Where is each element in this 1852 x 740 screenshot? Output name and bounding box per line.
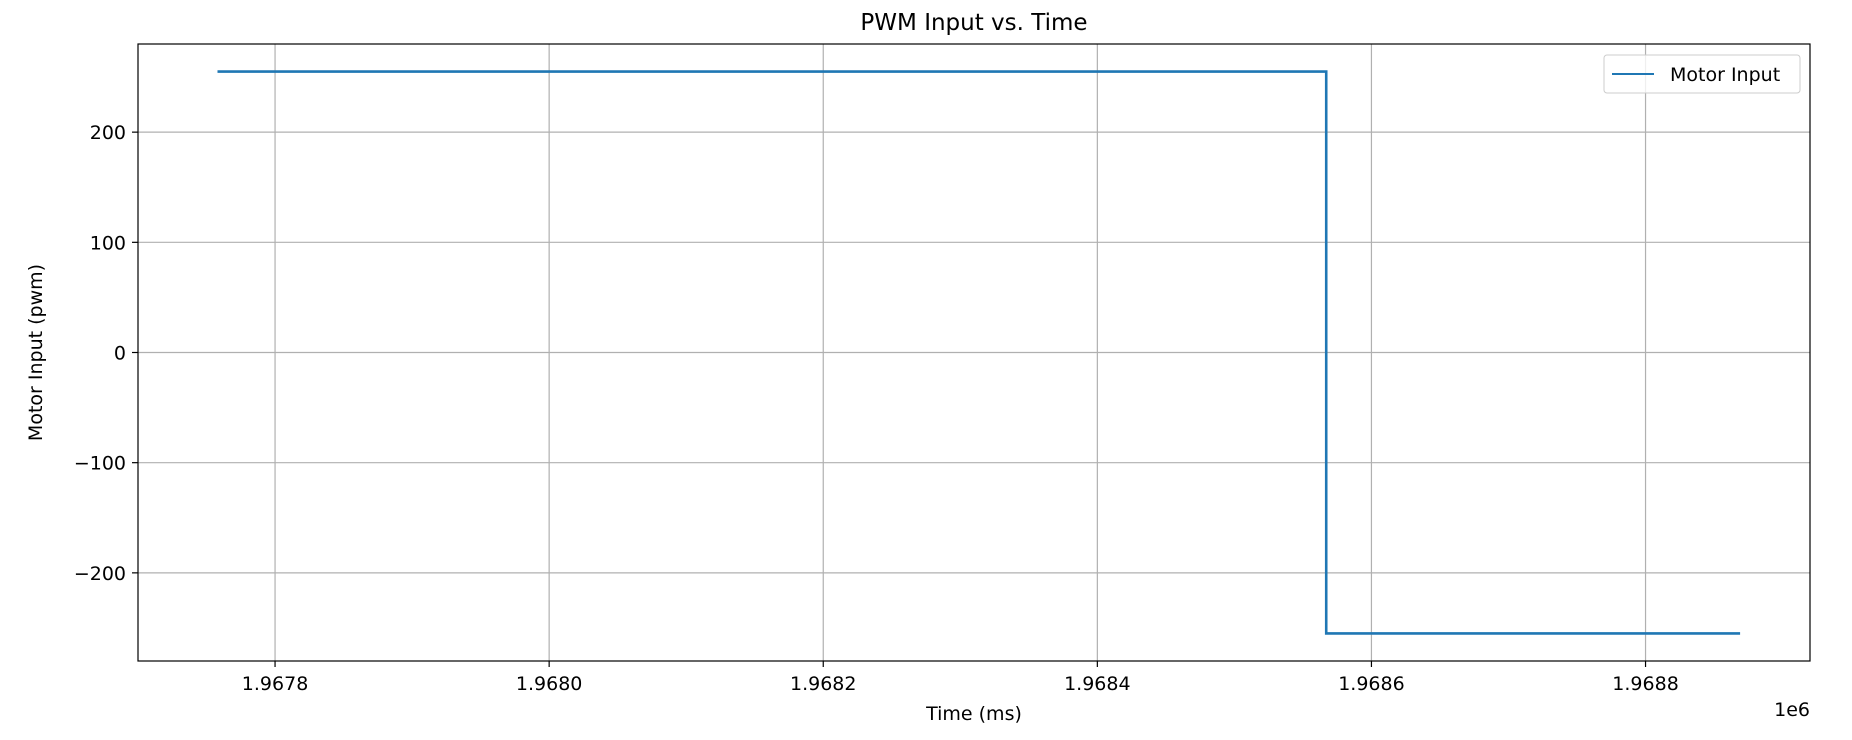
- x-tick-label: 1.9688: [1612, 673, 1678, 695]
- y-axis: −200 −100 0 100 200: [74, 122, 138, 585]
- x-tick-label: 1.9686: [1338, 673, 1404, 695]
- legend-box: [1603, 54, 1801, 94]
- y-tick-label: −200: [74, 563, 126, 585]
- y-tick-label: 0: [114, 343, 126, 365]
- x-tick-label: 1.9684: [1064, 673, 1130, 695]
- legend-label-motor-input: Motor Input: [1670, 64, 1780, 86]
- y-tick-label: 100: [90, 232, 126, 254]
- chart-title: PWM Input vs. Time: [860, 10, 1087, 36]
- y-tick-label: −100: [74, 453, 126, 475]
- legend: Motor Input: [1603, 54, 1801, 94]
- x-axis-label: Time (ms): [925, 703, 1022, 725]
- grid-layer: [138, 44, 1810, 661]
- y-axis-label: Motor Input (pwm): [25, 264, 47, 441]
- series-layer: [217, 70, 1741, 635]
- y-tick-label: 200: [90, 122, 126, 144]
- x-tick-label: 1.9682: [790, 673, 856, 695]
- x-tick-label: 1.9678: [242, 673, 308, 695]
- x-axis: 1.9678 1.9680 1.9682 1.9684 1.9686 1.9688: [242, 661, 1679, 695]
- series-line-motor-input: [217, 70, 1741, 635]
- x-axis-offset-label: 1e6: [1774, 699, 1810, 721]
- x-tick-label: 1.9680: [516, 673, 582, 695]
